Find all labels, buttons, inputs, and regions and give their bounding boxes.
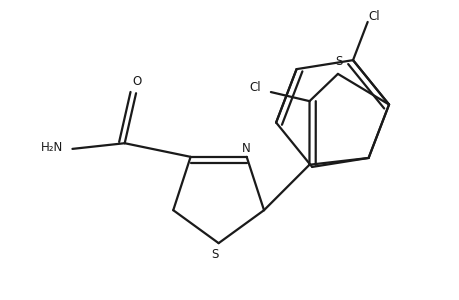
Text: Cl: Cl [249, 81, 260, 94]
Text: S: S [335, 55, 342, 68]
Text: O: O [132, 75, 141, 88]
Text: N: N [242, 142, 251, 155]
Text: H₂N: H₂N [41, 141, 63, 154]
Text: Cl: Cl [367, 10, 379, 23]
Text: S: S [211, 248, 218, 261]
